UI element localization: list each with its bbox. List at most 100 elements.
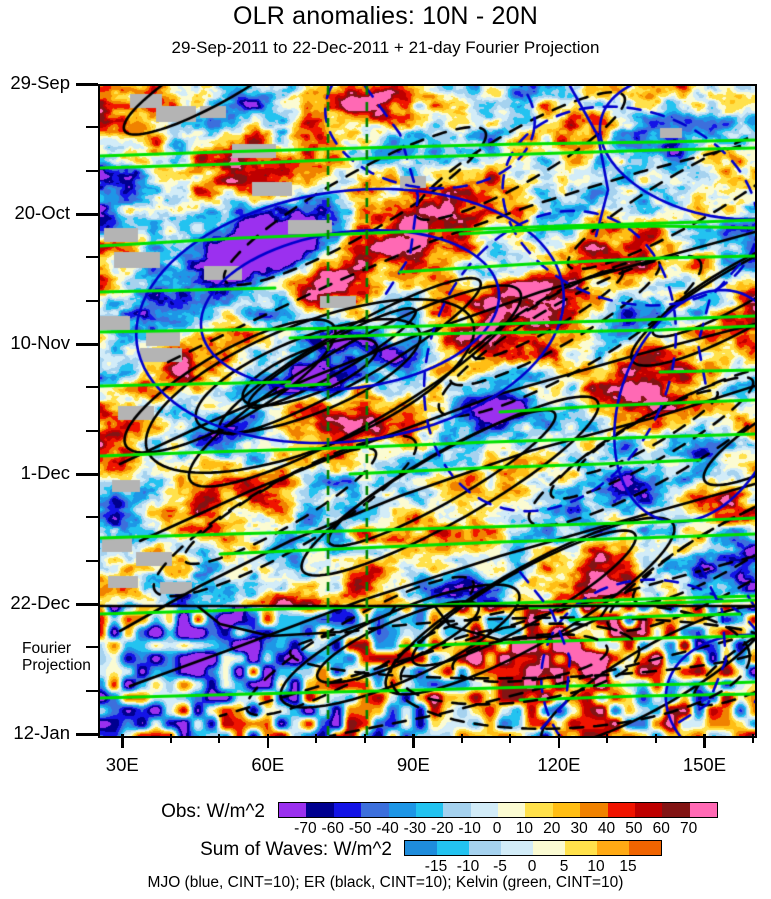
- y-axis-label-4: 22-Dec: [10, 592, 70, 613]
- legend-obs-swatch-9: [525, 803, 553, 817]
- x-minor-tick: [752, 734, 754, 743]
- legend-waves-swatch-1: [437, 841, 469, 855]
- legend-waves-swatch-7: [629, 841, 661, 855]
- x-axis-label-1: 60E: [251, 754, 285, 775]
- page-title: OLR anomalies: 10N - 20N: [233, 2, 538, 30]
- legend-obs-swatch-14: [662, 803, 690, 817]
- x-axis-label-2: 90E: [396, 754, 430, 775]
- legend-obs-tick-12: 50: [625, 820, 643, 837]
- y-minor-tick: [86, 559, 98, 562]
- legend-obs-swatch-12: [607, 803, 635, 817]
- y-major-tick: [76, 213, 98, 216]
- legend-obs-swatch-11: [580, 803, 608, 817]
- legend-obs-swatch-8: [498, 803, 526, 817]
- legend-waves-tick-5: 10: [587, 858, 605, 875]
- legend-obs-tick-4: -30: [403, 820, 427, 837]
- legend-obs-tick-7: 0: [492, 820, 502, 837]
- legend-obs-swatch-13: [634, 803, 663, 817]
- x-axis-label-4: 150E: [682, 754, 727, 775]
- y-minor-tick: [86, 169, 98, 172]
- x-axis-label-0: 30E: [105, 754, 139, 775]
- legend-obs-swatch-7: [470, 803, 498, 817]
- y-minor-tick: [86, 256, 98, 259]
- y-axis: 29-Sep 20-Oct 10-Nov 1-Dec 22-Dec 12-Jan Fouri…: [0, 72, 98, 743]
- y-minor-tick: [86, 299, 98, 302]
- fourier-note-line1: Fourier: [22, 640, 72, 657]
- legend-obs-tick-3: -40: [376, 820, 399, 837]
- overlay-footnote: MJO (blue, CINT=10); ER (black, CINT=10)…: [147, 874, 624, 891]
- legend-obs-tick-2: -50: [348, 820, 372, 837]
- y-major-tick: [76, 473, 98, 476]
- legend-obs-tick-6: -10: [458, 820, 481, 837]
- legend-waves-swatch-3: [501, 841, 533, 855]
- x-major-tick: [412, 734, 415, 748]
- legend-obs-swatch-2: [333, 803, 362, 817]
- x-axis-label-3: 120E: [537, 754, 581, 775]
- legend-waves-swatch-6: [597, 841, 629, 855]
- legend-obs-swatch-3: [361, 803, 389, 817]
- legend-waves-tick-1: -10: [456, 858, 480, 875]
- legend-waves-swatch-4: [533, 841, 565, 855]
- legend-waves: Sum of Waves: W/m^2 -15 -10 -5 0 5 10 15: [0, 838, 771, 875]
- fourier-note-line2: Projection: [22, 657, 91, 674]
- y-major-tick: [76, 83, 98, 86]
- x-minor-tick: [363, 734, 366, 743]
- y-minor-tick: [86, 516, 98, 519]
- y-minor-tick: [86, 689, 98, 692]
- x-minor-tick: [169, 734, 172, 743]
- legend-obs-swatch-15: [689, 803, 717, 817]
- x-axis: 30E 60E 90E 120E 150E: [0, 734, 771, 794]
- legend-obs-swatch-4: [388, 803, 416, 817]
- hovmoller-plot[interactable]: [98, 84, 757, 738]
- page-subtitle: 29-Sep-2011 to 22-Dec-2011 + 21-day Four…: [171, 38, 600, 57]
- y-major-tick: [76, 603, 98, 606]
- legend-waves-tick-2: -5: [493, 858, 507, 875]
- y-minor-tick: [86, 386, 98, 389]
- y-minor-tick: [86, 429, 98, 432]
- legend-obs-swatch-5: [415, 803, 444, 817]
- legend-waves-tick-4: 5: [559, 858, 569, 875]
- legend-obs-tick-1: -60: [321, 820, 344, 837]
- legend-waves-ticks: -15 -10 -5 0 5 10 15: [404, 858, 660, 876]
- legend-waves-label: Sum of Waves: W/m^2: [200, 839, 392, 860]
- legend-obs-tick-9: 20: [543, 820, 561, 837]
- legend-obs-tick-8: 10: [515, 820, 533, 837]
- legend-waves-tick-6: 15: [619, 858, 637, 875]
- legend-waves-tick-3: 0: [527, 858, 537, 875]
- legend-obs-swatch-0: [279, 803, 307, 817]
- legend-obs-swatch-1: [306, 803, 334, 817]
- plot-canvas: [100, 86, 755, 736]
- y-axis-label-3: 1-Dec: [20, 462, 70, 483]
- legend-waves-swatch-0: [405, 841, 437, 855]
- legend-obs-label: Obs: W/m^2: [161, 801, 265, 822]
- legend-obs-tick-5: -20: [431, 820, 454, 837]
- legend-waves-swatches: [404, 840, 662, 856]
- x-minor-tick: [460, 734, 463, 743]
- legend-obs-tick-13: 60: [652, 820, 670, 837]
- legend-obs-tick-14: 70: [680, 820, 698, 837]
- x-minor-tick: [218, 734, 221, 743]
- legend-obs: Obs: W/m^2 -70 -60 -50 -40 -30 -20 -10 0 10 20 30 4…: [0, 800, 771, 837]
- y-axis-label-5: 12-Jan: [13, 722, 70, 743]
- x-minor-tick: [606, 734, 609, 743]
- x-minor-tick: [654, 734, 657, 743]
- legend-obs-tick-11: 40: [597, 820, 616, 837]
- legend-waves-swatch-5: [565, 841, 597, 855]
- fourier-projection-note: Fourier Projection: [22, 640, 98, 674]
- legend-waves-tick-0: -15: [424, 858, 448, 875]
- y-minor-tick: [86, 126, 98, 129]
- legend-obs-swatch-6: [443, 803, 471, 817]
- x-major-tick: [121, 734, 124, 748]
- y-minor-tick: [86, 646, 98, 649]
- x-minor-tick: [315, 734, 318, 743]
- y-major-tick: [76, 343, 98, 346]
- legend-obs-ticks: -70 -60 -50 -40 -30 -20 -10 0 10 20 30 40 50 60 70: [278, 820, 716, 838]
- y-major-tick: [76, 733, 98, 736]
- legend-obs-tick-10: 30: [570, 820, 588, 837]
- y-axis-label-0: 29-Sep: [10, 72, 70, 93]
- x-minor-tick: [509, 734, 512, 743]
- legend-waves-swatch-2: [469, 841, 501, 855]
- x-major-tick: [557, 734, 561, 748]
- legend-obs-swatch-10: [552, 803, 581, 817]
- x-major-tick: [266, 734, 270, 748]
